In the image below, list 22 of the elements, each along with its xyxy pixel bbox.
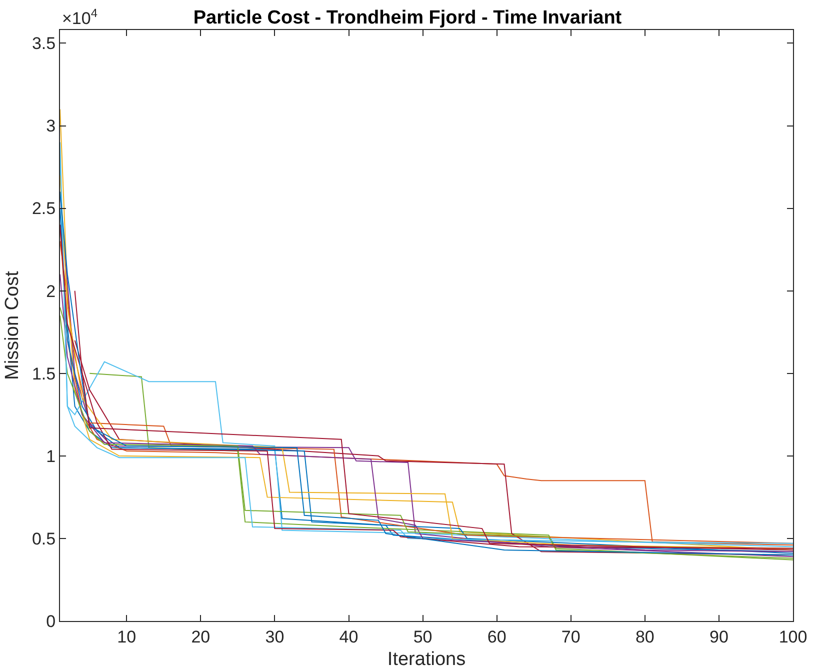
y-tick-label: 1	[46, 446, 56, 466]
x-tick-label: 90	[710, 627, 728, 646]
x-axis-title: Iterations	[387, 649, 466, 670]
y-tick-label: 1.5	[32, 364, 56, 384]
x-tick-label: 10	[117, 627, 136, 646]
x-tick-label: 20	[191, 627, 210, 646]
x-tick-label: 70	[561, 627, 580, 646]
x-tick-label: 30	[265, 627, 284, 646]
y-tick-label: 0.5	[32, 529, 56, 548]
y-tick-label: 2.5	[32, 199, 56, 218]
chart-title: Particle Cost - Trondheim Fjord - Time Invariant	[193, 7, 622, 28]
x-tick-label: 60	[487, 627, 506, 646]
x-tick-label: 80	[635, 627, 654, 646]
y-tick-label: 0	[46, 612, 56, 631]
x-tick-label: 40	[339, 627, 358, 646]
y-tick-label: 3	[46, 116, 56, 136]
y-axis-title: Mission Cost	[2, 270, 23, 380]
text: ×10$^{4}$	[62, 6, 98, 28]
x-tick-label: 100	[778, 627, 808, 646]
y-tick-label: 3.5	[32, 34, 56, 54]
y-tick-label: 2	[46, 282, 56, 301]
x-tick-label: 50	[413, 627, 432, 646]
